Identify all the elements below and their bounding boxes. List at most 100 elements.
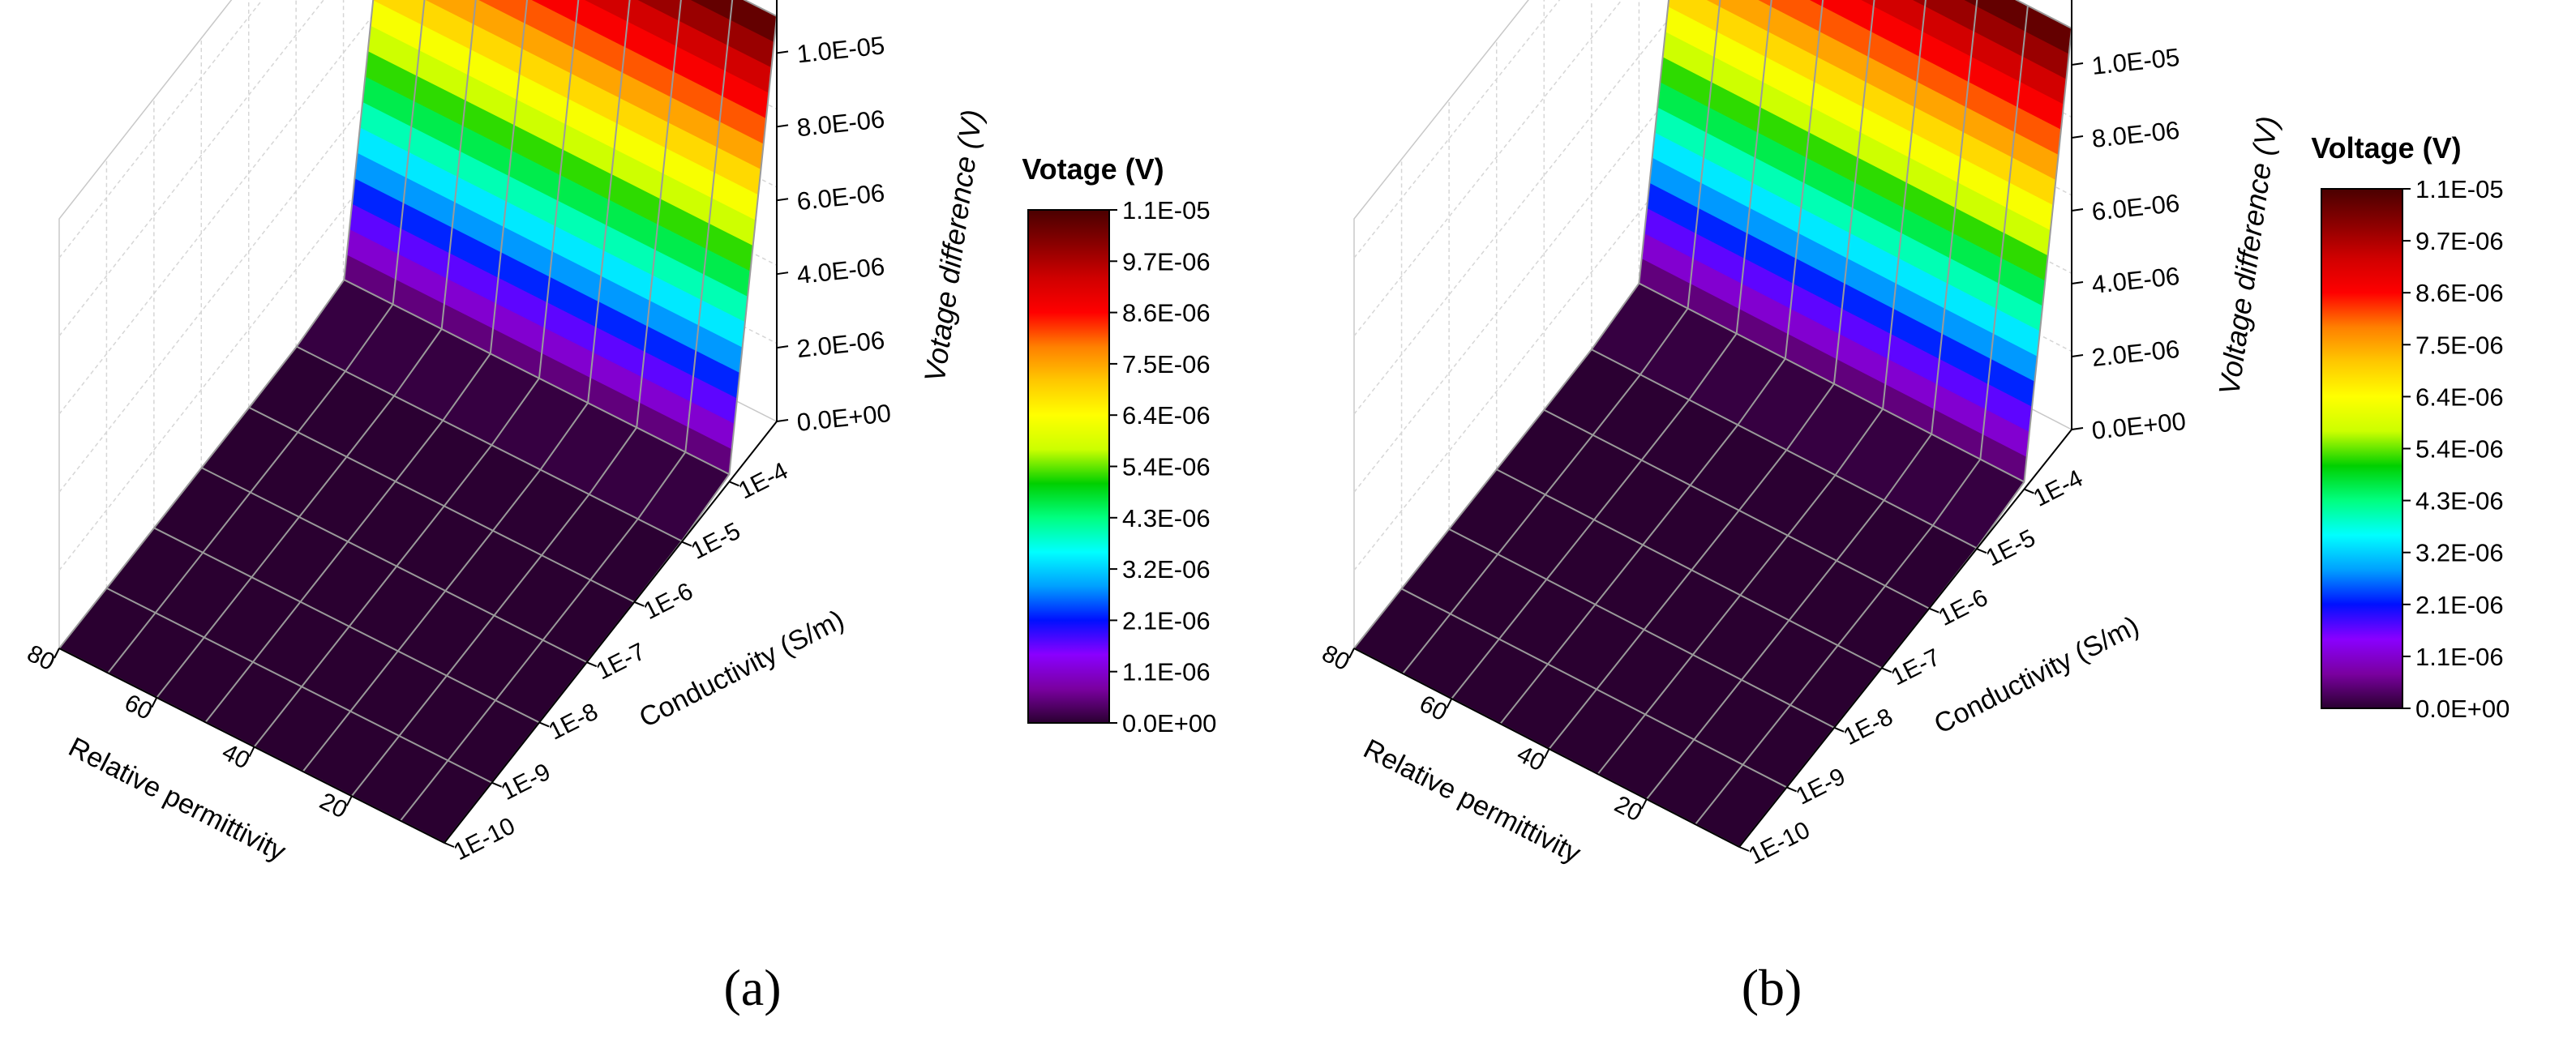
x-tick-label: 80: [23, 640, 59, 677]
x-axis-line: [1353, 648, 1740, 848]
z-tick-mark: [776, 272, 789, 276]
surface-mesh-line: [153, 527, 540, 724]
colorbar-tick-label: 5.4E-06: [2415, 435, 2504, 464]
surface-mesh-line: [1695, 5, 2029, 825]
colorbar-tick-label: 9.7E-06: [2415, 227, 2504, 255]
colorbar-tick-label: 1.1E-06: [1122, 658, 1211, 686]
y-tick-mark: [538, 721, 550, 728]
z-tick-mark: [2071, 135, 2084, 139]
z-tick-mark: [776, 345, 789, 349]
surface-mesh-line: [1597, 0, 1927, 775]
panel-label: (b): [1742, 959, 1802, 1016]
colorbar-tick-label: 7.5E-06: [2415, 331, 2504, 359]
y-axis-title: Conductivity (S/m): [634, 604, 849, 733]
z-tick-mark: [2071, 62, 2084, 66]
z-tick-label: 6.0E-06: [795, 178, 886, 216]
colorbar-title: Votage (V): [1022, 152, 1164, 186]
y-tick-mark: [633, 601, 645, 607]
surface-mesh-line: [1402, 0, 1721, 674]
wall-gridline: [1353, 0, 1561, 259]
colorbar-tick-label: 6.4E-06: [2415, 383, 2504, 411]
y-axis-line: [1738, 429, 2072, 848]
x-tick-mark: [1446, 698, 1453, 709]
surface-patch: [1758, 0, 1772, 7]
z-tick-label: 6.0E-06: [2090, 189, 2181, 226]
wall-gridline: [1353, 74, 1687, 493]
colorbar-tick-label: 4.3E-06: [1122, 504, 1211, 532]
z-axis-title: Votage difference (V): [918, 108, 989, 384]
wall-gridline: [58, 0, 325, 337]
colorbar-tick-label: 9.7E-06: [1122, 247, 1211, 276]
colorbar-tick-label: 0.0E+00: [2415, 695, 2510, 723]
z-tick-mark: [2071, 281, 2084, 284]
x-axis-title: Relative permittivity: [63, 732, 290, 868]
colorbar-tick-label: 8.6E-06: [1122, 299, 1211, 327]
surface-patch: [1861, 0, 1875, 7]
x-tick-mark: [54, 648, 60, 659]
colorbar-tick-label: 2.1E-06: [1122, 606, 1211, 635]
y-axis-line: [444, 421, 778, 844]
colorbar-tick-label: 8.6E-06: [2415, 279, 2504, 307]
x-tick-mark: [345, 795, 353, 806]
colorbar-tick-label: 4.3E-06: [2415, 487, 2504, 515]
colorbar-title: Voltage (V): [2311, 131, 2461, 165]
z-tick-label: 0.0E+00: [795, 399, 892, 437]
surface-patch: [1913, 0, 1927, 7]
wall-gridline: [1353, 0, 1622, 337]
x-axis-line: [58, 648, 445, 844]
x-tick-label: 80: [1318, 640, 1354, 677]
surface-mesh-line: [156, 0, 477, 699]
z-tick-label: 4.0E-06: [795, 252, 886, 289]
z-tick-mark: [776, 198, 789, 202]
surface-mesh-line: [248, 406, 635, 603]
y-tick-mark: [1976, 548, 1987, 554]
y-tick-mark: [586, 661, 598, 668]
wall-gridline: [1353, 0, 1685, 415]
surface-mesh-line: [296, 345, 683, 542]
y-tick-mark: [1786, 786, 1797, 793]
z-tick-mark: [776, 50, 789, 54]
surface-mesh-line: [1401, 588, 1788, 789]
colorbar-tick-label: 1.1E-05: [2415, 175, 2504, 203]
x-tick-mark: [1543, 748, 1550, 759]
panel-label: (a): [723, 959, 781, 1016]
z-axis-title: Voltage difference (V): [2212, 114, 2284, 397]
z-tick-mark: [2071, 354, 2084, 357]
colorbar-tick-label: 5.4E-06: [1122, 453, 1211, 481]
surface-mesh-line: [204, 0, 529, 723]
colorbar: [2321, 188, 2403, 709]
z-tick-label: 0.0E+00: [2090, 407, 2187, 445]
y-tick-mark: [1738, 846, 1750, 852]
z-tick-label: 4.0E-06: [2090, 262, 2181, 299]
wall-gridline: [58, 0, 386, 415]
colorbar-tick-label: 1.1E-06: [2415, 643, 2504, 671]
y-tick-mark: [681, 541, 692, 547]
surface-patch: [1706, 0, 1721, 7]
surface-mesh-line: [1543, 408, 1930, 609]
surface-mesh-line: [201, 467, 588, 664]
wall-gridline: [58, 70, 392, 493]
z-tick-label: 8.0E-06: [795, 105, 886, 142]
y-tick-mark: [1833, 726, 1845, 733]
surface-mesh-line: [1638, 282, 2025, 483]
surface-patch: [1809, 0, 1824, 7]
z-tick-mark: [2071, 427, 2084, 430]
z-tick-label: 8.0E-06: [2090, 116, 2181, 153]
surface-mesh-line: [1496, 468, 1883, 669]
surface-mesh-line: [1451, 0, 1772, 699]
x-tick-mark: [248, 746, 255, 757]
y-tick-mark: [444, 842, 455, 848]
x-axis-title: Relative permittivity: [1358, 733, 1585, 870]
surface-mesh-line: [302, 0, 631, 772]
x-tick-mark: [1640, 798, 1648, 810]
z-tick-label: 2.0E-06: [2090, 335, 2181, 372]
surface-mesh-line: [1548, 0, 1875, 750]
colorbar-tick-label: 1.1E-05: [1122, 196, 1211, 224]
x-tick-mark: [151, 697, 158, 708]
z-tick-mark: [776, 419, 789, 422]
z-tick-label: 1.0E-05: [2090, 43, 2181, 80]
y-axis-title: Conductivity (S/m): [1929, 610, 2144, 740]
surface-mesh-line: [1448, 528, 1835, 729]
